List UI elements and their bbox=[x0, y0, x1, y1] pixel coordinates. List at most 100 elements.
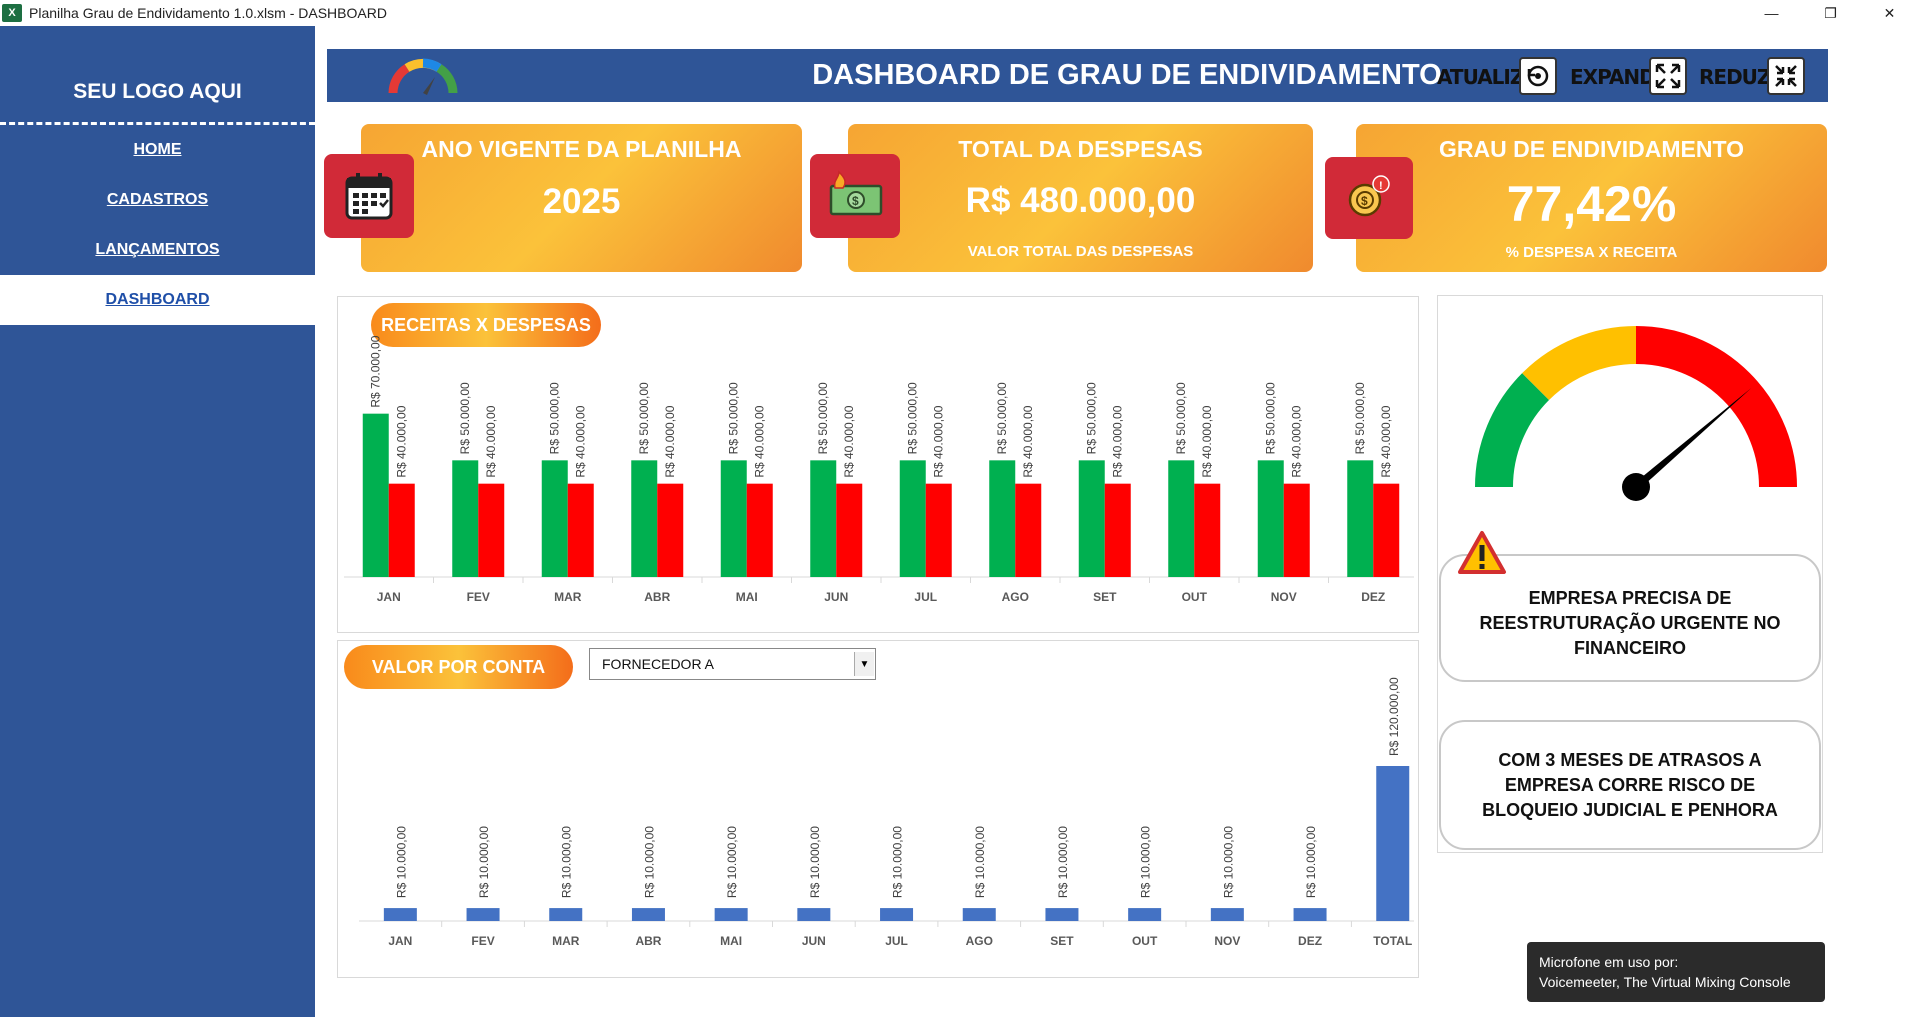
logo-placeholder: SEU LOGO AQUI bbox=[73, 80, 242, 103]
restore-icon[interactable]: ❐ bbox=[1824, 4, 1837, 21]
data-label: R$ 40.000,00 bbox=[395, 405, 409, 477]
sidebar-item-home[interactable]: HOME bbox=[133, 141, 182, 158]
expand-icon[interactable] bbox=[1649, 57, 1687, 95]
data-label: R$ 40.000,00 bbox=[1200, 405, 1214, 477]
conta-select[interactable]: FORNECEDOR A ▼ bbox=[589, 648, 876, 680]
data-label: R$ 10.000,00 bbox=[1221, 826, 1235, 898]
excel-icon: X bbox=[2, 4, 22, 22]
category-label: JUL bbox=[885, 934, 908, 948]
receita-bar bbox=[541, 460, 568, 577]
gauge-hub bbox=[1622, 473, 1650, 501]
despesa-bar bbox=[746, 483, 773, 577]
valor-por-conta-title: VALOR POR CONTA bbox=[344, 645, 573, 689]
despesa-bar bbox=[567, 483, 594, 577]
sidebar-item-lancamentos[interactable]: LANÇAMENTOS bbox=[95, 241, 220, 258]
category-label: JUN bbox=[824, 590, 848, 604]
data-label: R$ 40.000,00 bbox=[753, 405, 767, 477]
minimize-icon[interactable]: — bbox=[1764, 5, 1779, 21]
gauge-segment bbox=[1522, 326, 1637, 401]
card-value: 2025 bbox=[542, 182, 621, 221]
category-label: MAR bbox=[554, 590, 582, 604]
data-label: R$ 40.000,00 bbox=[1290, 405, 1304, 477]
category-label: JUL bbox=[914, 590, 937, 604]
data-label: R$ 40.000,00 bbox=[663, 405, 677, 477]
collapse-icon[interactable] bbox=[1767, 57, 1805, 95]
category-label: ABR bbox=[635, 934, 661, 948]
page-title: DASHBOARD DE GRAU DE ENDIVIDAMENTO bbox=[812, 59, 1442, 91]
data-label: R$ 50.000,00 bbox=[1264, 382, 1278, 454]
conta-bar bbox=[1293, 908, 1327, 921]
data-label: R$ 40.000,00 bbox=[1379, 405, 1393, 477]
category-label: NOV bbox=[1214, 934, 1240, 948]
message-text: EMPRESA PRECISA DE REESTRUTURAÇÃO URGENT… bbox=[1479, 587, 1781, 658]
despesa-bar bbox=[657, 483, 684, 577]
conta-bar bbox=[962, 908, 996, 921]
data-label: R$ 10.000,00 bbox=[1139, 826, 1153, 898]
category-label: FEV bbox=[471, 934, 494, 948]
data-label: R$ 40.000,00 bbox=[1111, 405, 1125, 477]
data-label: R$ 10.000,00 bbox=[394, 826, 408, 898]
receita-bar bbox=[452, 460, 479, 577]
card-title: ANO VIGENTE DA PLANILHA bbox=[421, 136, 742, 162]
category-label: JAN bbox=[388, 934, 412, 948]
receitas-despesas-chart: R$ 70.000,00 R$ 40.000,00 JAN R$ 50.000,00 R… bbox=[344, 335, 1414, 604]
data-label: R$ 40.000,00 bbox=[484, 405, 498, 477]
close-icon[interactable]: ✕ bbox=[1883, 4, 1896, 21]
category-label: MAI bbox=[720, 934, 742, 948]
conta-bar bbox=[1376, 766, 1410, 921]
gauge-needle bbox=[1633, 387, 1752, 491]
card-subtitle: % DESPESA X RECEITA bbox=[1505, 244, 1678, 261]
despesa-bar bbox=[388, 483, 415, 577]
data-label: R$ 50.000,00 bbox=[816, 382, 830, 454]
data-label: R$ 10.000,00 bbox=[808, 826, 822, 898]
toast-line2: Voicemeeter, The Virtual Mixing Console bbox=[1539, 974, 1791, 990]
mic-notification[interactable]: Microfone em uso por: Voicemeeter, The V… bbox=[1527, 942, 1825, 1002]
conta-bar bbox=[631, 908, 665, 921]
sidebar: SEU LOGO AQUI HOME CADASTROS LANÇAMENTOS… bbox=[0, 26, 315, 1017]
chevron-down-icon[interactable]: ▼ bbox=[854, 652, 874, 676]
category-label: TOTAL bbox=[1373, 934, 1412, 948]
data-label: R$ 50.000,00 bbox=[1353, 382, 1367, 454]
category-label: MAR bbox=[552, 934, 580, 948]
conta-bar bbox=[1045, 908, 1079, 921]
conta-select-value: FORNECEDOR A bbox=[602, 656, 715, 672]
card-title: GRAU DE ENDIVIDAMENTO bbox=[1439, 136, 1744, 162]
conta-bar bbox=[1210, 908, 1244, 921]
category-label: MAI bbox=[736, 590, 758, 604]
despesa-bar bbox=[925, 483, 952, 577]
category-label: JAN bbox=[377, 590, 401, 604]
despesa-bar bbox=[1015, 483, 1042, 577]
data-label: R$ 40.000,00 bbox=[932, 405, 946, 477]
receita-bar bbox=[899, 460, 926, 577]
data-label: R$ 50.000,00 bbox=[458, 382, 472, 454]
category-label: AGO bbox=[966, 934, 993, 948]
sidebar-item-dashboard[interactable]: DASHBOARD bbox=[105, 291, 210, 308]
data-label: R$ 10.000,00 bbox=[1056, 826, 1070, 898]
receitas-despesas-title: RECEITAS X DESPESAS bbox=[371, 303, 601, 347]
warning-icon bbox=[1458, 531, 1506, 574]
receita-bar bbox=[1257, 460, 1284, 577]
svg-text:!: ! bbox=[1379, 180, 1383, 192]
data-label: R$ 50.000,00 bbox=[548, 382, 562, 454]
conta-bar bbox=[714, 908, 748, 921]
data-label: R$ 40.000,00 bbox=[1021, 405, 1035, 477]
receita-bar bbox=[810, 460, 837, 577]
category-label: NOV bbox=[1271, 590, 1297, 604]
gauge-segment bbox=[1475, 373, 1550, 488]
data-label: R$ 120.000,00 bbox=[1387, 677, 1401, 756]
conta-bar bbox=[880, 908, 914, 921]
data-label: R$ 10.000,00 bbox=[642, 826, 656, 898]
valor-por-conta-chart: R$ 10.000,00 JAN R$ 10.000,00 FEV R$ 10.000,… bbox=[359, 677, 1414, 948]
despesa-bar bbox=[1283, 483, 1310, 577]
conta-bar bbox=[466, 908, 500, 921]
despesa-bar bbox=[478, 483, 505, 577]
gauge-logo-icon bbox=[388, 58, 458, 95]
category-label: SET bbox=[1050, 934, 1074, 948]
sidebar-item-cadastros[interactable]: CADASTROS bbox=[106, 191, 209, 208]
data-label: R$ 10.000,00 bbox=[891, 826, 905, 898]
category-label: ABR bbox=[644, 590, 670, 604]
data-label: R$ 50.000,00 bbox=[1174, 382, 1188, 454]
receita-bar bbox=[989, 460, 1016, 577]
debt-alert-icon: $! bbox=[1325, 157, 1413, 239]
refresh-icon[interactable] bbox=[1519, 57, 1557, 95]
